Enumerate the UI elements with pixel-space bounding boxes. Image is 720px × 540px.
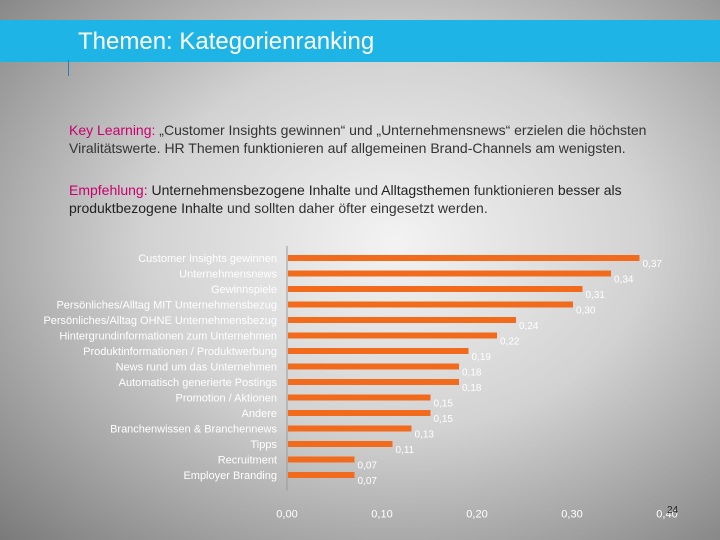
bar bbox=[288, 394, 431, 401]
recommendation-paragraph: Empfehlung: Unternehmensbezogene Inhalte… bbox=[69, 181, 669, 217]
category-label: Customer Insights gewinnen bbox=[138, 253, 277, 265]
recommendation-bold-1: Unternehmensbezogene Inhalte bbox=[151, 182, 351, 198]
bar bbox=[288, 410, 431, 416]
x-tick-label: 0,30 bbox=[561, 509, 582, 521]
value-label: 0,19 bbox=[472, 352, 492, 363]
value-label: 0,18 bbox=[462, 383, 482, 394]
x-tick-label: 0,40 bbox=[656, 509, 677, 521]
category-label: Promotion / Aktionen bbox=[175, 393, 277, 405]
recommendation-bold-2: Alltagsthemen bbox=[381, 182, 470, 198]
bar bbox=[288, 286, 583, 292]
recommendation-text-2: und bbox=[350, 182, 382, 198]
value-label: 0,34 bbox=[614, 275, 634, 286]
recommendation-text-3: funktionieren bbox=[469, 182, 558, 198]
category-label: Persönliches/Alltag OHNE Unternehmensbez… bbox=[43, 315, 277, 327]
recommendation-label: Empfehlung: bbox=[69, 182, 148, 198]
value-label: 0,15 bbox=[434, 414, 454, 425]
bar bbox=[288, 472, 355, 478]
category-label: Employer Branding bbox=[183, 470, 277, 482]
bar bbox=[288, 317, 516, 323]
category-label: Recruitment bbox=[218, 455, 277, 467]
category-label: Automatisch generierte Postings bbox=[119, 377, 278, 389]
bar bbox=[288, 379, 459, 385]
bar bbox=[288, 363, 459, 370]
bar bbox=[288, 301, 573, 308]
category-label: Produktinformationen / Produktwerbung bbox=[83, 346, 277, 358]
value-label: 0,13 bbox=[415, 430, 435, 441]
bar bbox=[288, 270, 611, 277]
x-tick-label: 0,20 bbox=[466, 509, 487, 521]
bar bbox=[288, 348, 469, 354]
title-bar bbox=[0, 20, 720, 62]
value-label: 0,37 bbox=[643, 259, 663, 270]
category-label: Andere bbox=[242, 408, 277, 420]
category-label: Tipps bbox=[251, 439, 278, 451]
value-label: 0,31 bbox=[586, 290, 606, 301]
bar bbox=[288, 441, 393, 447]
key-learning-paragraph: Key Learning: „Customer Insights gewinne… bbox=[69, 121, 669, 157]
x-tick-label: 0,00 bbox=[276, 509, 297, 521]
category-label: News rund um das Unternehmen bbox=[116, 362, 277, 374]
key-learning-label: Key Learning: bbox=[69, 122, 156, 138]
bar bbox=[288, 255, 640, 261]
recommendation-text-4: und sollten daher öfter eingesetzt werde… bbox=[223, 200, 488, 216]
key-learning-text: „Customer Insights gewinnen“ und „Untern… bbox=[69, 122, 647, 156]
value-label: 0,22 bbox=[500, 337, 520, 348]
category-label: Hintergrundinformationen zum Unternehmen bbox=[59, 331, 277, 343]
accent-line bbox=[68, 60, 69, 76]
slide-title: Themen: Kategorienranking bbox=[78, 28, 375, 55]
value-label: 0,11 bbox=[396, 445, 415, 456]
category-label: Gewinnspiele bbox=[211, 284, 277, 296]
category-label: Branchenwissen & Branchennews bbox=[110, 424, 277, 436]
bar-chart: Customer Insights gewinnen 0,37 Unternehme… bbox=[43, 246, 678, 521]
page-number: 24 bbox=[667, 505, 679, 516]
value-label: 0,18 bbox=[462, 368, 482, 379]
value-label: 0,24 bbox=[519, 321, 539, 332]
value-label: 0,15 bbox=[434, 399, 454, 410]
category-label: Persönliches/Alltag MIT Unternehmensbezu… bbox=[56, 300, 277, 312]
bar bbox=[288, 425, 412, 432]
category-label: Unternehmensnews bbox=[179, 269, 277, 281]
value-label: 0,30 bbox=[576, 306, 596, 317]
value-label: 0,07 bbox=[358, 476, 378, 487]
bar bbox=[288, 332, 497, 339]
recommendation-bold-3: besser als produktbezogene Inhalte bbox=[69, 182, 622, 216]
bar bbox=[288, 456, 355, 463]
value-label: 0,07 bbox=[358, 461, 378, 472]
x-tick-label: 0,10 bbox=[371, 509, 392, 521]
